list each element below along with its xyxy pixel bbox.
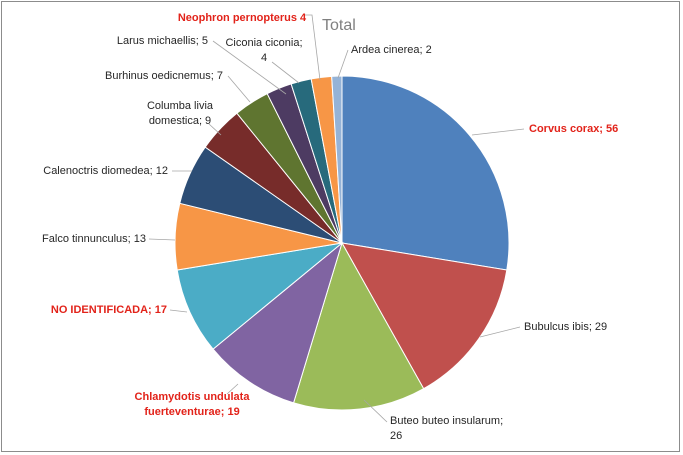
chart-title: Total [322, 17, 356, 34]
slice-label-chlamydotis-undulata-fuerteventurae: Chlamydotis undulata fuerteventurae; 19 [135, 391, 251, 418]
leader-line-burhinus-oedicnemus [227, 75, 251, 103]
leader-line-ciconia-ciconia [271, 61, 300, 84]
leader-line-no-identificada [169, 309, 188, 313]
slice-label-no-identificada: NO IDENTIFICADA; 17 [51, 304, 167, 316]
pie-slice-chlamydotis-undulata-fuerteventurae [212, 241, 343, 404]
leader-line-buteo-buteo-insularum [363, 399, 388, 423]
slice-label-falco-tinnunculus: Falco tinnunculus; 13 [42, 233, 146, 245]
pie-slices [174, 75, 510, 411]
pie-slice-no-identificada [176, 242, 344, 350]
slice-label-ciconia-ciconia: Ciconia ciconia; 4 [225, 37, 302, 64]
slice-label-larus-michaellis: Larus michaellis; 5 [117, 35, 208, 47]
leader-line-larus-michaellis [212, 40, 287, 95]
slice-label-corvus-corax: Corvus corax; 56 [529, 123, 618, 135]
leader-line-bubulcus-ibis [479, 326, 521, 338]
slice-label-ardea-cinerea: Ardea cinerea; 2 [351, 44, 432, 56]
slice-label-buteo-buteo-insularum: Buteo buteo insularum; 26 [390, 415, 503, 442]
leader-line-neophron-pernopterus [305, 14, 321, 81]
pie-slice-buteo-buteo-insularum [292, 241, 425, 411]
leader-lines [148, 14, 525, 423]
leader-line-corvus-corax [471, 128, 525, 136]
slice-labels: Corvus corax; 56 Bubulcus ibis; 29 Buteo b… [42, 12, 618, 442]
pie-slice-bubulcus-ibis [341, 242, 508, 390]
leader-line-ardea-cinerea [337, 49, 349, 79]
slice-label-neophron-pernopterus: Neophron pernopterus 4 [178, 12, 307, 24]
leader-line-chlamydotis-undulata-fuerteventurae [226, 383, 239, 395]
slice-label-burhinus-oedicnemus: Burhinus oedicnemus; 7 [105, 70, 223, 82]
leader-line-falco-tinnunculus [148, 238, 176, 241]
slice-label-calenoctris-diomedea: Calenoctris diomedea; 12 [43, 165, 168, 177]
slice-label-bubulcus-ibis: Bubulcus ibis; 29 [524, 321, 607, 333]
slice-label-columba-livia-domestica: Columba livia domestica; 9 [147, 100, 214, 127]
pie-slice-ardea-cinerea [331, 75, 343, 244]
pie-slice-corvus-corax [341, 75, 510, 271]
leader-line-columba-livia-domestica [208, 123, 222, 136]
